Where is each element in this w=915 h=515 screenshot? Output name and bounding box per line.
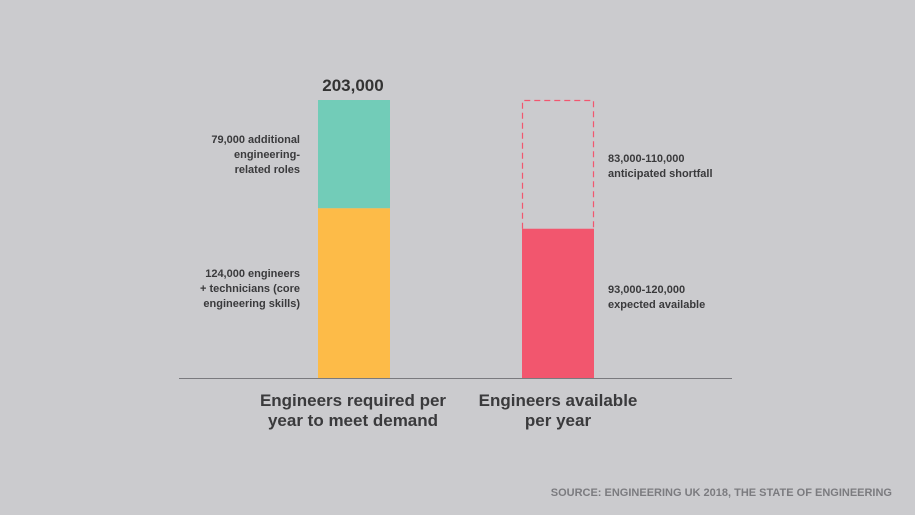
annotation-additional-roles: 79,000 additional engineering- related r… — [211, 134, 300, 176]
bar-core-engineers — [318, 208, 390, 378]
category-label-available: Engineers available per year — [478, 391, 638, 430]
bar-shortfall-outline — [521, 99, 595, 229]
total-label: 203,000 — [322, 76, 384, 95]
annotation-expected-available: 93,000-120,000 expected available — [608, 284, 706, 311]
bar-expected-available — [522, 228, 594, 378]
category-label-required: Engineers required per year to meet dema… — [259, 391, 447, 430]
bar-additional-roles — [318, 100, 390, 209]
annotation-core-engineers: 124,000 engineers + technicians (core en… — [200, 268, 300, 310]
source-note: SOURCE: ENGINEERING UK 2018, THE STATE O… — [550, 487, 892, 499]
annotation-shortfall: 83,000-110,000 anticipated shortfall — [608, 153, 713, 180]
